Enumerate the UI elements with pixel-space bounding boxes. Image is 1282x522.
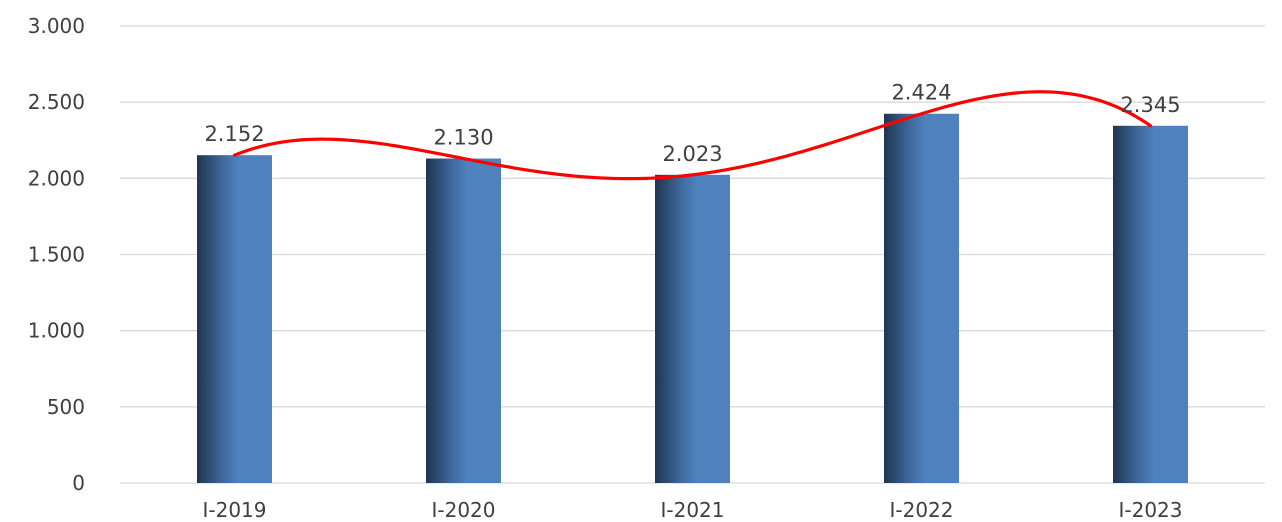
x-tick-label: I-2022: [889, 498, 953, 522]
x-tick-label: I-2019: [202, 498, 266, 522]
x-axis-tick-labels: I-2019 I-2020 I-2021 I-2022 I-2023: [202, 498, 1182, 522]
bars: [197, 113, 1188, 484]
y-tick-label: 1.500: [28, 243, 85, 267]
y-tick-label: 2.000: [28, 166, 85, 190]
bar: [1113, 125, 1188, 484]
data-label: 2.130: [433, 126, 493, 150]
y-tick-label: 2.500: [28, 90, 85, 114]
y-tick-label: 500: [47, 395, 85, 419]
y-tick-label: 3.000: [28, 14, 85, 38]
y-tick-label: 1.000: [28, 319, 85, 343]
x-tick-label: I-2021: [660, 498, 724, 522]
bar: [197, 155, 272, 484]
x-tick-label: I-2023: [1118, 498, 1182, 522]
bar: [655, 174, 730, 484]
trendline: [232, 90, 1153, 181]
data-label: 2.424: [891, 81, 951, 105]
x-tick-label: I-2020: [431, 498, 495, 522]
y-axis-tick-labels: 0 500 1.000 1.500 2.000 2.500 3.000: [28, 14, 85, 495]
trendline-layer: [232, 90, 1153, 181]
data-label: 2.152: [204, 122, 264, 146]
bar: [884, 113, 959, 483]
data-label: 2.023: [662, 142, 722, 166]
data-label: 2.345: [1120, 93, 1180, 117]
data-labels: 2.152 2.130 2.023 2.424 2.345: [204, 81, 1180, 166]
y-tick-label: 0: [72, 471, 85, 495]
bar: [426, 158, 501, 483]
